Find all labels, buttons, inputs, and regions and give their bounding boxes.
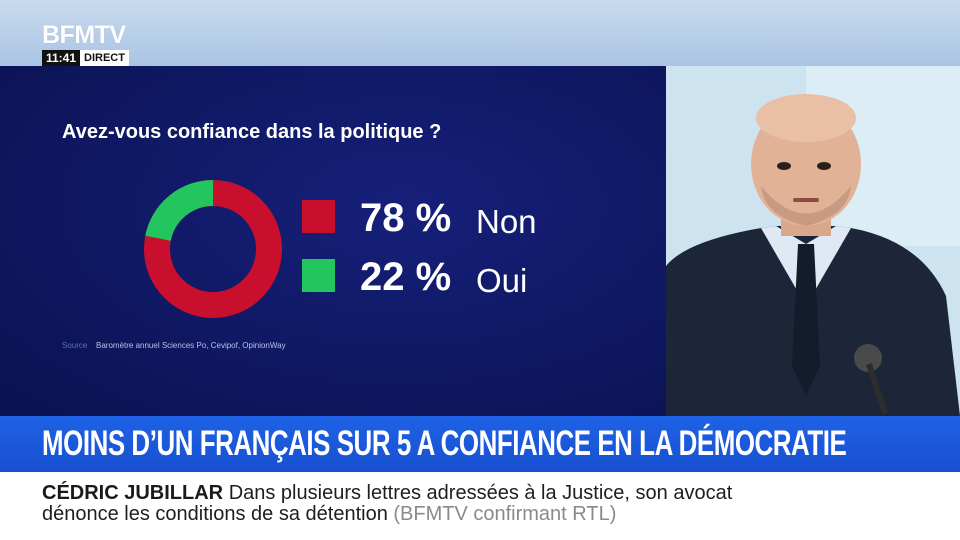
infographic-panel: Avez-vous confiance dans la politique ? … (0, 66, 666, 416)
headline-banner: MOINS D’UN FRANÇAIS SUR 5 A CONFIANCE EN… (0, 416, 960, 472)
news-ticker: CÉDRIC JUBILLAR Dans plusieurs lettres a… (0, 472, 960, 540)
legend-yes-label: Oui (476, 262, 528, 299)
headline-text: MOINS D’UN FRANÇAIS SUR 5 A CONFIANCE EN… (42, 424, 847, 463)
legend-no-swatch (302, 200, 335, 233)
ticker-text-1: Dans plusieurs lettres adressées à la Ju… (228, 482, 733, 504)
legend-no-label: Non (476, 203, 537, 240)
clock-time: 11:41 (42, 50, 81, 66)
ticker-subject: CÉDRIC JUBILLAR (42, 482, 224, 504)
legend-yes-swatch (302, 259, 335, 292)
legend-yes-percent: 22 % (360, 255, 452, 299)
top-band (0, 0, 960, 66)
studio-camera (666, 66, 960, 416)
ticker-line-2: dénonce les conditions de sa détention (… (42, 502, 616, 526)
channel-logo: BFMTV (42, 21, 126, 49)
live-label: DIRECT (80, 50, 129, 66)
donut-yes-slice (144, 180, 282, 318)
ticker-line-1: CÉDRIC JUBILLAR Dans plusieurs lettres a… (42, 481, 732, 505)
clock-bar: 11:41 DIRECT (42, 50, 129, 66)
legend-no-percent: 78 % (360, 196, 452, 240)
donut-chart (144, 180, 282, 318)
ticker-credit: (BFMTV confirmant RTL) (393, 503, 617, 525)
microphone-icon (854, 344, 888, 415)
source-text: Baromètre annuel Sciences Po, Cevipof, O… (96, 341, 286, 350)
guest-person (666, 66, 960, 416)
source-label: Source (62, 341, 88, 350)
poll-question: Avez-vous confiance dans la politique ? (62, 121, 442, 143)
ticker-text-2: dénonce les conditions de sa détention (42, 503, 388, 525)
